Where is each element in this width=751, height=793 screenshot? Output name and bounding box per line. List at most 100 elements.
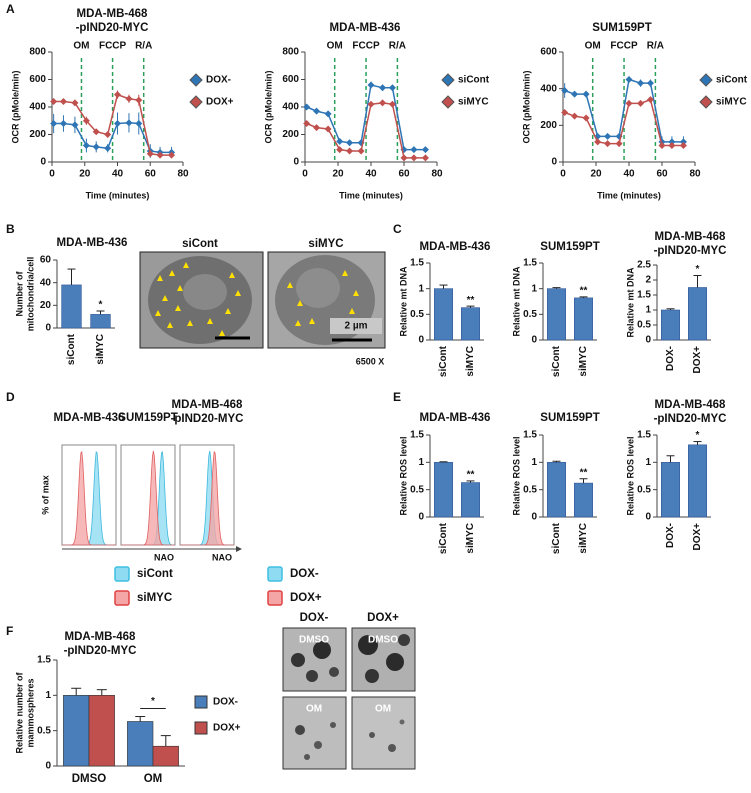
injection-label: FCCP xyxy=(99,41,127,52)
bar xyxy=(61,284,82,329)
y-tick-label: 600 xyxy=(29,74,46,85)
y-tick-label: 800 xyxy=(29,47,46,58)
y-tick-label: 0 xyxy=(293,157,299,168)
y-tick-label: 400 xyxy=(29,102,46,113)
marker xyxy=(92,143,100,151)
bar xyxy=(152,745,179,767)
chart-title: SUM159PT xyxy=(540,412,599,424)
y-tick-label: 1 xyxy=(418,457,424,468)
x-tick-label: siMYC xyxy=(578,523,589,554)
legend-marker xyxy=(441,95,455,109)
marker xyxy=(346,139,354,147)
y-tick-label: 0 xyxy=(45,323,51,334)
x-tick-label: 60 xyxy=(656,169,668,180)
marker xyxy=(668,142,676,149)
sphere-image xyxy=(282,627,347,692)
chart-title: MDA-MB-468 xyxy=(172,399,244,411)
y-axis-label: OCR (pMole/min) xyxy=(10,71,20,144)
panel-letter: E xyxy=(393,390,401,404)
y-axis-label: Relative ROS level xyxy=(511,436,521,515)
marker xyxy=(71,121,79,129)
marker xyxy=(582,90,590,98)
y-tick-label: 1 xyxy=(645,305,651,316)
y-tick-label: 0 xyxy=(418,512,424,523)
x-tick-label: 40 xyxy=(623,169,635,180)
y-tick-label: 0 xyxy=(645,512,651,523)
panel-letter: A xyxy=(6,2,15,16)
marker xyxy=(679,142,687,149)
x-tick-label: siMYC xyxy=(465,523,476,554)
bar xyxy=(547,462,566,518)
marker xyxy=(421,154,429,162)
marker xyxy=(410,146,418,154)
marker xyxy=(571,90,579,98)
y-tick-label: 600 xyxy=(540,47,557,58)
marker xyxy=(303,120,311,127)
axis-arrow xyxy=(236,546,242,552)
x-tick-label: 40 xyxy=(365,169,377,180)
image-column-label: DOX+ xyxy=(367,612,399,624)
marker xyxy=(379,84,387,92)
bar xyxy=(88,695,115,767)
marker xyxy=(625,76,633,83)
magnification: 6500 X xyxy=(356,356,385,366)
chart-title: SUM159PT xyxy=(540,241,599,253)
image-row-label: OM xyxy=(375,704,391,715)
y-tick-label: 600 xyxy=(282,74,299,85)
bar xyxy=(661,462,680,518)
y-axis-label: % of max xyxy=(40,475,50,515)
chart-title: SUM159PT xyxy=(592,22,651,34)
marker xyxy=(324,110,332,118)
marker xyxy=(82,142,90,149)
image-column-label: DOX- xyxy=(300,612,329,624)
chart-title: MDA-MB-468 xyxy=(655,399,727,411)
x-tick-label: siCont xyxy=(66,333,77,365)
marker xyxy=(336,146,344,154)
image-label: siMYC xyxy=(308,238,343,250)
y-axis-label: Number of xyxy=(14,270,24,316)
bar xyxy=(661,309,680,341)
marker xyxy=(303,103,311,111)
marker xyxy=(168,151,176,159)
y-tick-label: 1 xyxy=(45,690,51,701)
x-tick-label: DOX+ xyxy=(692,523,703,551)
x-tick-label: siMYC xyxy=(578,346,589,377)
y-axis-label: mammospheres xyxy=(25,678,35,747)
y-axis-label: Relative mt DNA xyxy=(625,267,635,338)
chart-title: -pIND20-MYC xyxy=(76,22,149,34)
image-label: siCont xyxy=(182,238,218,250)
y-tick-label: 1.5 xyxy=(410,430,424,441)
x-axis-label: Time (minutes) xyxy=(86,190,150,200)
sphere-image xyxy=(282,696,347,770)
y-axis-label: Relative mt DNA xyxy=(511,266,521,337)
legend-label: DOX+ xyxy=(290,592,322,604)
marker xyxy=(388,100,396,108)
y-tick-label: 0.5 xyxy=(523,309,537,320)
bar xyxy=(461,482,480,518)
bar xyxy=(574,297,593,341)
x-tick-label: 0 xyxy=(302,169,308,180)
y-tick-label: 1 xyxy=(531,283,537,294)
y-tick-label: 1.5 xyxy=(523,430,537,441)
significance: ** xyxy=(467,470,475,481)
significance: * xyxy=(99,300,103,311)
y-axis-label: Relative number of xyxy=(14,671,24,753)
legend-label: siCont xyxy=(458,75,490,86)
density-curve xyxy=(121,450,175,546)
chart-title: -pIND20-MYC xyxy=(171,413,244,425)
bar xyxy=(688,287,707,341)
x-tick-label: 0 xyxy=(49,169,55,180)
legend-swatch xyxy=(194,695,208,709)
x-tick-label: siCont xyxy=(438,345,449,377)
marker xyxy=(313,124,321,132)
y-tick-label: 1 xyxy=(645,457,651,468)
y-tick-label: 0 xyxy=(551,157,557,168)
y-tick-label: 0.5 xyxy=(637,320,651,331)
y-tick-label: 1.5 xyxy=(37,655,51,666)
x-tick-label: DOX+ xyxy=(692,346,703,374)
injection-label: R/A xyxy=(389,41,406,52)
injection-label: OM xyxy=(73,41,89,52)
y-tick-label: 200 xyxy=(282,129,299,140)
marker xyxy=(658,142,666,149)
